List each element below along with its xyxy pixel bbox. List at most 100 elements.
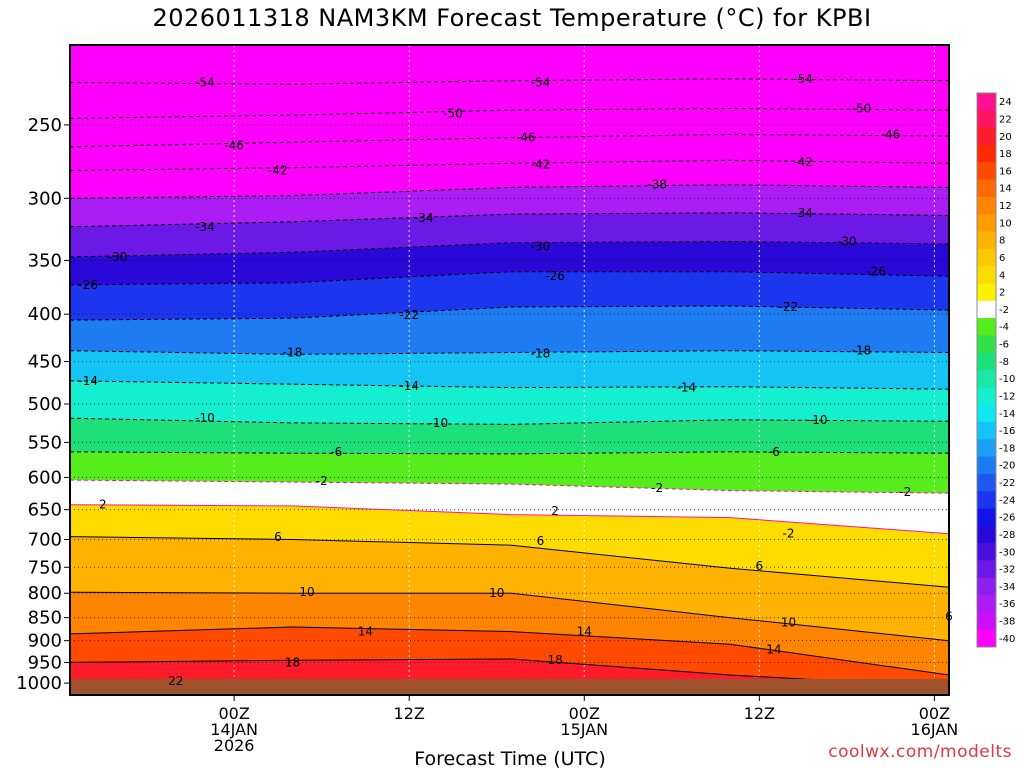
colorbar-label: -12 [999, 391, 1015, 402]
y-tick-label: 800 [28, 583, 62, 604]
colorbar-label: -34 [999, 582, 1015, 593]
contour-label: 14 [577, 625, 592, 639]
x-tick-label: 12Z [744, 704, 775, 723]
isotherm-line [70, 479, 949, 494]
colorbar: 24 22 20 18 16 14 12 10 8 6 4 2 -2 -4 -6 -8 -10 -12 -14 -16… [976, 92, 1015, 648]
isotherm-line [70, 417, 949, 425]
contour-label: -54 [531, 75, 551, 89]
colorbar-frame [976, 92, 997, 648]
plot-frame [69, 44, 950, 696]
contour-label: -26 [545, 269, 565, 283]
isotherm-line [70, 591, 949, 642]
colorbar-label: 22 [999, 114, 1012, 125]
contour-label: 6 [756, 559, 764, 573]
colorbar-swatch [977, 560, 996, 579]
colorbar-label: -20 [999, 461, 1015, 472]
contour-label: 10 [781, 615, 796, 629]
contour-label: -2 [899, 485, 911, 499]
contour-label: -46 [224, 138, 244, 152]
colorbar-swatch [977, 93, 996, 111]
y-tick-label: 650 [28, 500, 62, 521]
x-tick-label: 14JAN [210, 720, 258, 739]
contour-label: 2 [99, 498, 107, 512]
colorbar-label: -10 [999, 374, 1015, 385]
x-axis-title: Forecast Time (UTC) [414, 748, 605, 768]
temperature-band [70, 160, 949, 199]
y-tick-label: 550 [28, 432, 62, 453]
contour-label: -18 [283, 346, 303, 360]
y-tick-label: 350 [28, 250, 62, 271]
colorbar-label: -26 [999, 513, 1015, 524]
contour-label: -34 [793, 206, 813, 220]
contour-label: -34 [414, 211, 434, 225]
colorbar-swatch [977, 335, 996, 354]
credit-link[interactable]: coolwx.com/modelts [828, 742, 1012, 762]
isotherm-line [70, 107, 949, 119]
temperature-band [70, 380, 949, 425]
chart-title: 2026011318 NAM3KM Forecast Temperature (… [152, 4, 872, 32]
contour-label: 14 [766, 643, 781, 657]
contour-labels: -54 -54 -54 -50 -50 -46 -46 -46 -42 -42 -42 -38 -34 -… [78, 72, 952, 688]
contour-label: -42 [793, 155, 813, 169]
colorbar-swatch [977, 300, 996, 319]
isotherm-line [70, 271, 949, 286]
colorbar-label: -40 [999, 634, 1015, 645]
y-tick-label: 600 [28, 467, 62, 488]
x-tick-label: 16JAN [911, 720, 959, 739]
colorbar-label: -30 [999, 547, 1015, 558]
y-tick-label: 950 [28, 652, 62, 673]
colorbar-swatch [977, 266, 996, 284]
colorbar-label: 20 [999, 132, 1012, 143]
isotherm-line [70, 350, 949, 355]
colorbar-swatch [977, 508, 996, 527]
temperature-band [70, 418, 949, 454]
y-tick-label: 450 [28, 352, 62, 373]
colorbar-label: -16 [999, 426, 1015, 437]
contour-label: -38 [647, 178, 667, 192]
contour-label: -26 [78, 278, 98, 292]
y-tick-label: 400 [28, 304, 62, 325]
x-tick-label: 00Z [218, 704, 249, 723]
contour-label: 18 [547, 653, 562, 667]
isotherm-line [70, 78, 949, 85]
temperature-band [70, 306, 949, 355]
contour-label: -10 [429, 416, 449, 430]
colorbar-swatch [977, 525, 996, 544]
y-tick-label: 750 [28, 557, 62, 578]
contour-label: -14 [399, 379, 419, 393]
contour-label: -2 [651, 481, 663, 495]
temperature-field [70, 45, 949, 695]
colorbar-swatch [977, 283, 996, 302]
contour-label: -22 [779, 300, 799, 314]
colorbar-swatch [977, 456, 996, 475]
colorbar-swatch [977, 404, 996, 423]
colorbar-swatch [977, 179, 996, 198]
colorbar-label: -32 [999, 565, 1015, 576]
colorbar-label: -38 [999, 617, 1015, 628]
colorbar-swatch [977, 439, 996, 458]
contour-label: -54 [195, 75, 215, 89]
contour-label: -14 [78, 374, 98, 388]
colorbar-swatch [977, 352, 996, 371]
colorbar-label: 2 [999, 288, 1005, 299]
y-tick-label: 250 [28, 115, 62, 136]
colorbar-swatch [977, 629, 996, 648]
temperature-band [70, 504, 949, 588]
contour-label: -30 [837, 235, 857, 249]
ground-strip [70, 679, 949, 695]
isotherm-line [70, 380, 949, 390]
colorbar-label: -2 [999, 305, 1009, 316]
colorbar-swatch [977, 144, 996, 163]
colorbar-swatch [977, 127, 996, 146]
colorbar-label: 24 [999, 97, 1012, 108]
contour-label: -30 [108, 250, 128, 264]
temperature-band [70, 592, 949, 675]
colorbar-label: 6 [999, 253, 1005, 264]
contour-label: -34 [195, 220, 215, 234]
temperature-band [70, 480, 949, 534]
colorbar-swatch [977, 473, 996, 492]
x-tick-label: 15JAN [560, 720, 608, 739]
colorbar-swatch [977, 214, 996, 232]
